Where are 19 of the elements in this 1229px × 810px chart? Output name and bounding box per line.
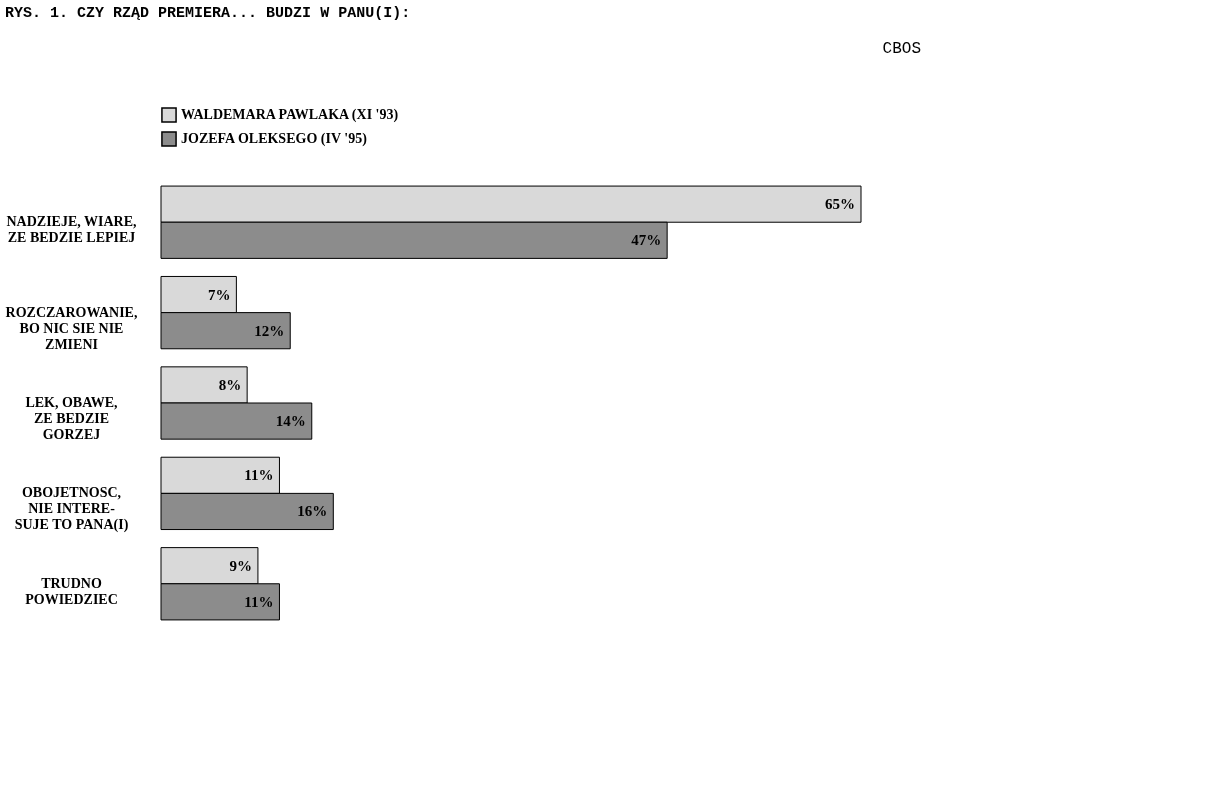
data-label: 9% [229, 557, 252, 574]
data-label: 14% [275, 413, 306, 430]
data-label: 11% [244, 593, 274, 610]
data-label: 11% [244, 467, 274, 484]
y-tick-label: ROZCZAROWANIE, BO NIC SIE NIE ZMIENI [5, 304, 138, 352]
data-label: 65% [825, 196, 855, 213]
y-tick-label: TRUDNO POWIEDZIEC [25, 575, 118, 607]
y-tick-label: LEK, OBAWE, ZE BEDZIE GORZEJ [25, 395, 118, 442]
legend-label: JOZEFA OLEKSEGO (IV '95) [181, 131, 368, 147]
legend-label: WALDEMARA PAWLAKA (XI '93) [181, 107, 399, 123]
data-label: 47% [631, 232, 662, 249]
y-tick-label: OBOJETNOSC, NIE INTERE- SUJE TO PANA(I) [14, 485, 129, 534]
data-label: 12% [254, 322, 285, 339]
chart-title: RYS. 1. CZY RZĄD PREMIERA... BUDZI W PANU(I): [5, 5, 411, 22]
text: CBOS [882, 40, 921, 58]
y-tick-label: NADZIEJE, WIARE, ZE BEDZIE LEPIEJ [6, 214, 137, 246]
data-label: 7% [207, 286, 231, 303]
data-label: 8% [218, 376, 242, 393]
data-label: 16% [297, 503, 328, 520]
